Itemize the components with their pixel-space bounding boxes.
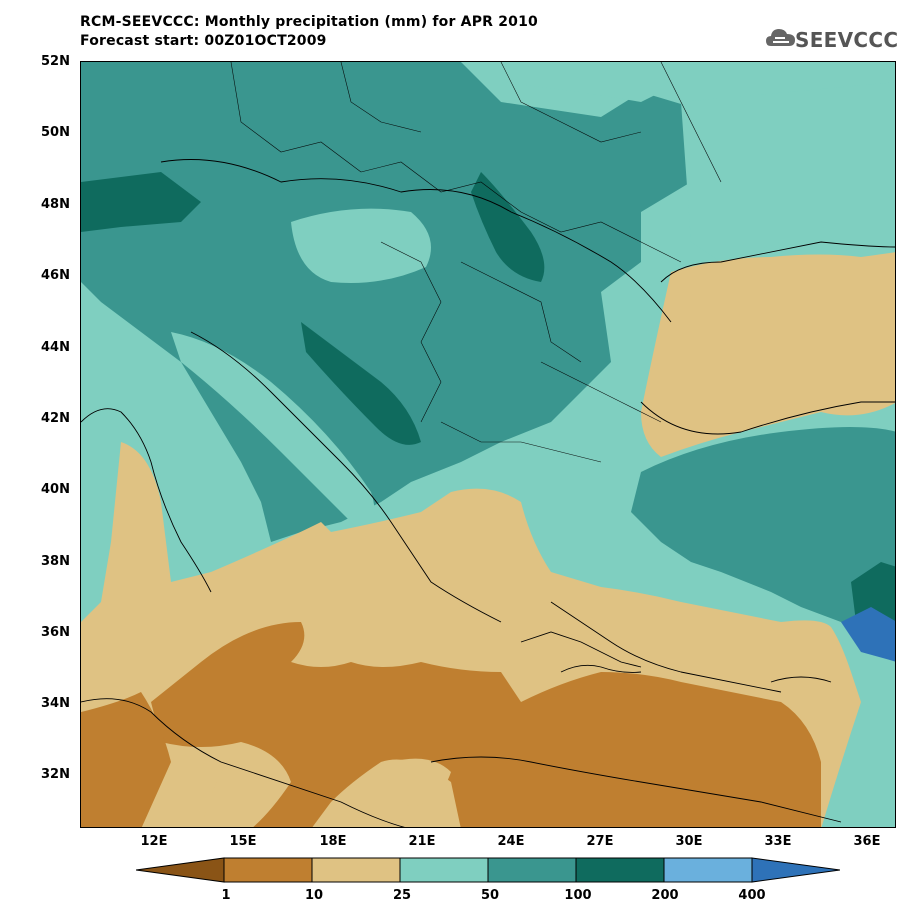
colorbar-segment <box>223 857 313 883</box>
colorbar-label: 25 <box>392 888 412 903</box>
colorbar-segment <box>751 857 840 883</box>
lat-label: 32N <box>41 767 70 782</box>
lon-label: 18E <box>319 834 347 849</box>
lat-label: 52N <box>41 54 70 69</box>
colorbar-segment <box>663 857 753 883</box>
lat-label: 42N <box>41 411 70 426</box>
lon-label: 33E <box>764 834 792 849</box>
lon-label: 12E <box>140 834 168 849</box>
lon-label: 30E <box>675 834 703 849</box>
lat-label: 46N <box>41 268 70 283</box>
map-title: RCM-SEEVCCC: Monthly precipitation (mm) … <box>80 14 538 30</box>
cloud-icon <box>766 29 795 46</box>
colorbar-label: 50 <box>480 888 500 903</box>
lat-label: 38N <box>41 554 70 569</box>
colorbar-label: 200 <box>651 888 679 903</box>
colorbar-label: 100 <box>564 888 592 903</box>
forecast-start-label: Forecast start: 00Z01OCT2009 <box>80 33 327 49</box>
colorbar-label: 10 <box>304 888 324 903</box>
precipitation-map <box>80 61 896 828</box>
lat-label: 50N <box>41 125 70 140</box>
lon-label: 27E <box>586 834 614 849</box>
lon-label: 15E <box>229 834 257 849</box>
colorbar-segment <box>136 857 225 883</box>
lat-label: 48N <box>41 197 70 212</box>
lon-label: 24E <box>497 834 525 849</box>
lon-label: 36E <box>853 834 881 849</box>
lat-label: 36N <box>41 625 70 640</box>
colorbar-label: 400 <box>738 888 766 903</box>
colorbar-label: 1 <box>221 888 231 903</box>
lat-label: 44N <box>41 340 70 355</box>
lon-label: 21E <box>408 834 436 849</box>
colorbar-segment <box>399 857 489 883</box>
precipitation-field <box>81 62 895 827</box>
colorbar-segment <box>311 857 401 883</box>
logo-text: SEEVCCC <box>795 28 899 52</box>
lat-label: 34N <box>41 696 70 711</box>
colorbar-segment <box>575 857 665 883</box>
seevccc-logo: SEEVCCC <box>765 24 905 56</box>
colorbar-segment <box>487 857 577 883</box>
lat-label: 40N <box>41 482 70 497</box>
colorbar <box>136 857 840 883</box>
